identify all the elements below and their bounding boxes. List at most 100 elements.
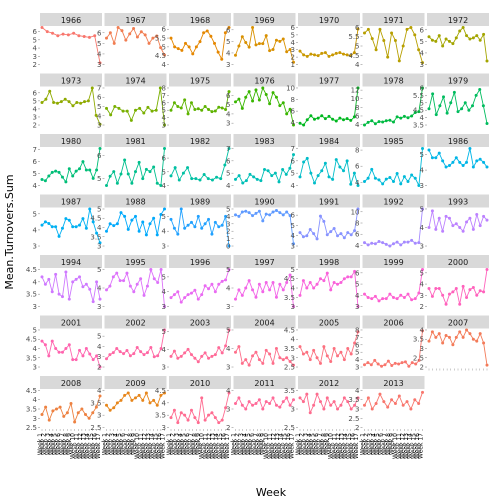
data-point xyxy=(336,282,340,286)
data-point xyxy=(196,421,200,425)
facet-strip-label: 1979 xyxy=(448,77,468,86)
data-point xyxy=(215,175,219,179)
data-point xyxy=(247,45,251,49)
x-tick-label: Week 6 xyxy=(378,433,385,455)
data-point xyxy=(413,176,417,180)
y-tick-label: 3 xyxy=(97,303,101,311)
y-tick-label: 5 xyxy=(162,273,166,281)
data-point xyxy=(150,109,154,113)
data-point xyxy=(105,288,108,292)
y-tick-label: 6 xyxy=(355,112,360,120)
facet-panel: 1972 3 4 5 6 xyxy=(420,13,489,69)
data-point xyxy=(64,347,68,350)
data-point xyxy=(403,360,407,364)
data-point xyxy=(274,38,278,42)
facet-strip-label: 1974 xyxy=(125,77,145,86)
data-point xyxy=(81,217,85,221)
data-point xyxy=(144,233,148,237)
data-point xyxy=(437,332,441,336)
facet-strip xyxy=(427,194,489,208)
data-point xyxy=(356,305,360,309)
data-point xyxy=(266,169,270,173)
data-point xyxy=(227,90,231,94)
data-point xyxy=(194,45,198,49)
data-point xyxy=(105,36,108,40)
data-point xyxy=(329,359,333,363)
data-point xyxy=(471,104,474,108)
data-point xyxy=(263,167,266,171)
data-point xyxy=(281,213,285,217)
data-point xyxy=(382,38,386,42)
data-point xyxy=(186,347,190,351)
data-point xyxy=(200,293,204,297)
y-tick-label: 6 xyxy=(291,212,296,220)
y-tick-label: 5 xyxy=(162,43,166,51)
y-tick-label: 8 xyxy=(355,147,359,155)
series-line xyxy=(235,86,294,126)
data-point xyxy=(251,99,255,103)
data-point xyxy=(179,354,183,358)
data-point xyxy=(179,106,183,110)
y-tick-label: 6 xyxy=(355,24,360,32)
facet-strip xyxy=(169,13,231,26)
data-point xyxy=(268,213,272,217)
x-tick-label: Week 9 xyxy=(131,433,138,455)
data-point xyxy=(145,351,149,355)
data-point xyxy=(478,38,482,42)
x-tick-label: Week 12 xyxy=(335,433,342,459)
data-point xyxy=(210,232,214,236)
data-point xyxy=(305,350,309,354)
data-point xyxy=(152,355,156,359)
data-point xyxy=(207,413,211,417)
facet-strip-label: 1972 xyxy=(448,16,468,25)
x-tick-label: Week 12 xyxy=(270,433,277,459)
data-point xyxy=(144,391,148,395)
data-point xyxy=(234,401,237,405)
data-point xyxy=(353,229,357,233)
y-tick-label: 4 xyxy=(355,387,360,395)
y-tick-label: 6 xyxy=(226,157,231,165)
data-point xyxy=(329,230,333,234)
data-point xyxy=(485,218,489,222)
data-point xyxy=(79,101,83,105)
data-point xyxy=(458,302,462,306)
y-tick-label: 2 xyxy=(226,228,230,236)
data-point xyxy=(141,398,145,402)
facet-strip xyxy=(104,255,167,268)
data-point xyxy=(334,158,338,162)
data-point xyxy=(399,182,403,186)
series-line xyxy=(235,396,294,411)
data-point xyxy=(54,272,58,276)
data-point xyxy=(78,348,82,352)
data-point xyxy=(126,172,130,176)
data-point xyxy=(331,117,335,121)
series-line xyxy=(170,91,230,116)
data-point xyxy=(363,292,366,296)
data-point xyxy=(247,211,251,215)
data-point xyxy=(95,280,99,284)
data-point xyxy=(454,335,458,339)
y-tick-label: 4 xyxy=(226,110,231,118)
data-point xyxy=(261,86,265,90)
facet-strip-label: 1989 xyxy=(190,198,210,207)
data-point xyxy=(401,44,405,48)
y-tick-label: 4 xyxy=(355,242,360,250)
data-point xyxy=(135,345,139,349)
data-point xyxy=(105,106,108,110)
y-tick-label: 2 xyxy=(420,364,424,372)
data-point xyxy=(84,168,88,172)
x-tick-label: Week 16 xyxy=(156,433,163,459)
data-point xyxy=(285,356,289,360)
data-point xyxy=(193,416,197,420)
facet-strip xyxy=(427,315,489,329)
y-tick-label: 2 xyxy=(33,122,37,130)
data-point xyxy=(138,106,142,110)
data-point xyxy=(240,403,244,407)
y-tick-label: 4 xyxy=(226,182,231,190)
x-tick-label: Week 5 xyxy=(245,433,252,455)
data-point xyxy=(301,235,305,239)
data-point xyxy=(234,100,237,104)
series-line xyxy=(106,208,165,237)
data-point xyxy=(370,241,374,245)
